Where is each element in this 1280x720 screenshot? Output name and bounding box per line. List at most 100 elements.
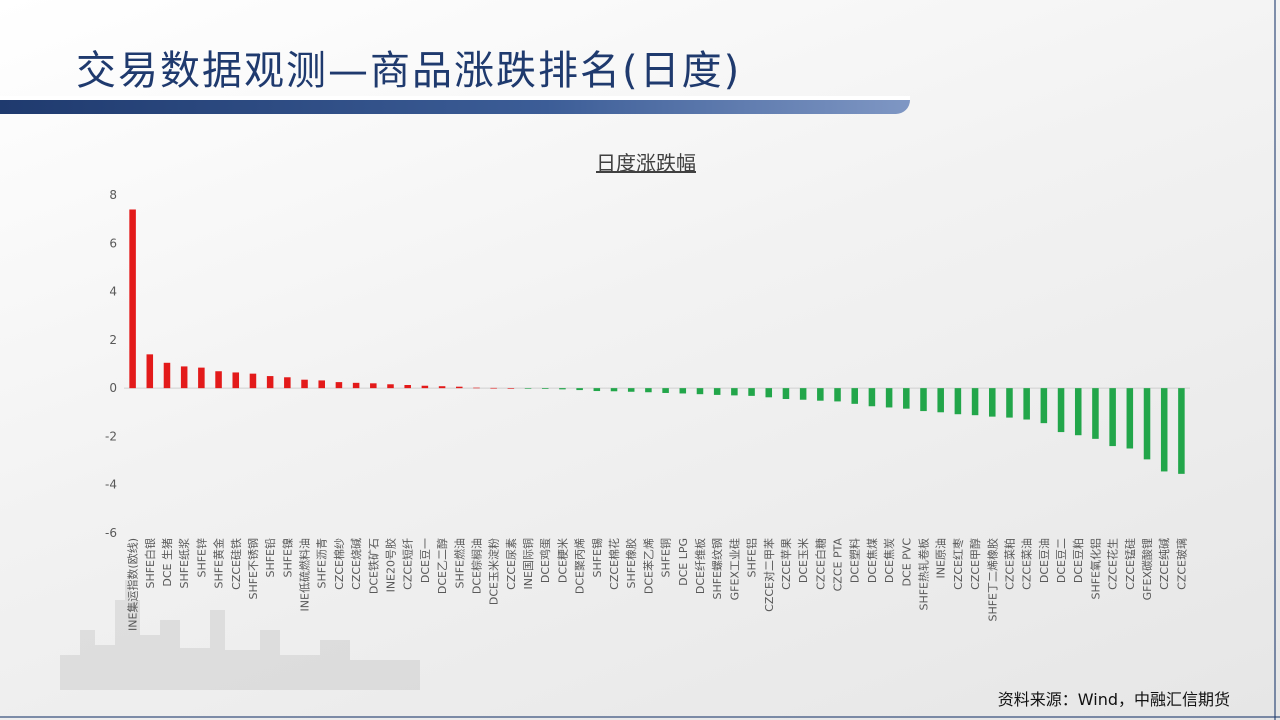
bar: [1178, 388, 1185, 474]
x-tick-label: CZCE白糖: [813, 538, 827, 590]
bar: [1143, 388, 1151, 460]
bar: [576, 388, 583, 391]
x-tick-label: DCE玉米: [797, 538, 810, 583]
x-tick-label: SHFE锡: [590, 538, 604, 578]
y-tick-label: -6: [105, 526, 117, 540]
x-tick-label: DCE乙二醇: [435, 538, 449, 594]
bar: [473, 387, 480, 389]
bar: [593, 388, 601, 392]
bar: [765, 388, 773, 398]
y-axis: 8 6 4 2 0 -2 -4 -6: [105, 188, 117, 540]
x-tick-label: CZCE对二甲苯: [762, 538, 776, 612]
x-tick-label: CZCE棉纱: [332, 538, 346, 590]
bar: [180, 366, 188, 389]
x-axis-labels: INE集运指数(欧线) SHFE白银 DCE 生猪 SHFE纸浆 SHFE锌 SHFE黄金…: [126, 538, 1189, 631]
y-tick-label: 0: [109, 381, 117, 395]
bar: [352, 382, 360, 389]
x-tick-label: SHFE锌: [194, 538, 208, 578]
bar: [507, 388, 515, 389]
y-tick-label: 8: [109, 188, 117, 202]
x-tick-label: CZCE纯碱: [1158, 538, 1171, 590]
bar: [146, 354, 154, 389]
bar: [868, 388, 876, 407]
bar: [971, 388, 979, 416]
x-tick-label: DCE LPG: [677, 538, 690, 586]
bar: [817, 388, 824, 401]
x-tick-label: DCE豆粕: [1071, 538, 1085, 583]
x-tick-label: CZCE棉花: [607, 538, 621, 590]
bar: [318, 380, 325, 389]
x-tick-label: INE20号胶: [384, 538, 398, 592]
frame-right-line: [1274, 0, 1276, 720]
x-tick-label: DCE纤维板: [693, 538, 707, 594]
bar: [748, 388, 755, 396]
y-tick-label: 2: [109, 333, 117, 347]
bar: [834, 388, 841, 402]
x-tick-label: DCE铁矿石: [367, 538, 380, 594]
bar: [1006, 388, 1013, 418]
bar: [713, 388, 721, 395]
bar: [696, 388, 704, 395]
bar: [198, 367, 205, 389]
bar: [627, 388, 635, 392]
x-tick-label: CZCE苹果: [779, 538, 793, 590]
bar: [301, 379, 308, 389]
source-note: 资料来源：Wind，中融汇信期货: [997, 690, 1230, 709]
x-tick-label: CZCE花生: [1106, 538, 1120, 590]
x-tick-label: CZCE短纤: [401, 538, 415, 590]
bar: [249, 373, 257, 389]
x-tick-label: DCE豆二: [1055, 538, 1068, 583]
bar: [215, 371, 222, 389]
x-tick-label: SHFE白银: [143, 538, 157, 589]
bar: [679, 388, 687, 394]
x-tick-label: CZCE硅铁: [230, 538, 243, 590]
x-tick-label: INE原油: [934, 538, 948, 578]
x-tick-label: SHFE铜: [659, 538, 673, 578]
bar: [731, 388, 738, 396]
x-tick-label: DCE豆一: [419, 538, 432, 583]
bar: [989, 388, 996, 417]
x-tick-label: GFEX工业硅: [728, 538, 741, 600]
bar: [1040, 388, 1048, 424]
bar: [903, 388, 910, 409]
x-tick-label: SHFE丁二烯橡胶: [985, 538, 999, 622]
bar: [541, 388, 549, 389]
bars-group: [129, 209, 1185, 474]
x-tick-label: DCE鸡蛋: [538, 538, 552, 583]
bar: [920, 388, 927, 412]
bar: [524, 388, 532, 389]
x-tick-label: INE低硫燃料油: [298, 538, 312, 611]
bar: [1057, 388, 1065, 433]
x-tick-label: SHFE镍: [280, 538, 294, 578]
bar: [799, 388, 807, 400]
x-tick-label: SHFE沥青: [316, 538, 329, 589]
bar: [1074, 388, 1082, 436]
x-tick-label: CZCE菜粕: [1002, 538, 1016, 590]
bar: [404, 385, 411, 389]
bar: [610, 388, 618, 392]
y-tick-label: 6: [109, 236, 117, 250]
bar: [851, 388, 858, 404]
x-tick-label: SHFE氧化铝: [1088, 538, 1102, 600]
bar: [438, 386, 446, 389]
bar: [163, 362, 171, 389]
chart-title: 日度涨跌幅: [596, 151, 696, 175]
x-tick-label: CZCE玻璃: [1174, 538, 1188, 590]
x-tick-label: DCE粳米: [555, 538, 569, 583]
x-tick-label: SHFE燃油: [452, 538, 466, 589]
x-tick-label: SHFE铝: [745, 538, 759, 578]
frame-bottom-line: [0, 716, 1280, 718]
bar: [1160, 388, 1168, 472]
bar: [266, 376, 274, 389]
x-tick-label: CZCE菜油: [1020, 538, 1034, 590]
bar: [1109, 388, 1116, 447]
x-tick-label: SHFE不锈钢: [247, 538, 260, 600]
bar: [335, 382, 343, 389]
x-tick-label: DCE焦炭: [883, 538, 896, 583]
city-skyline-decoration: [60, 580, 420, 690]
x-tick-label: DCE玉米淀粉: [487, 538, 501, 605]
y-tick-label: -2: [105, 429, 117, 443]
x-tick-label: CZCE甲醇: [968, 538, 982, 590]
x-tick-label: CZCE锰硅: [1123, 538, 1137, 590]
